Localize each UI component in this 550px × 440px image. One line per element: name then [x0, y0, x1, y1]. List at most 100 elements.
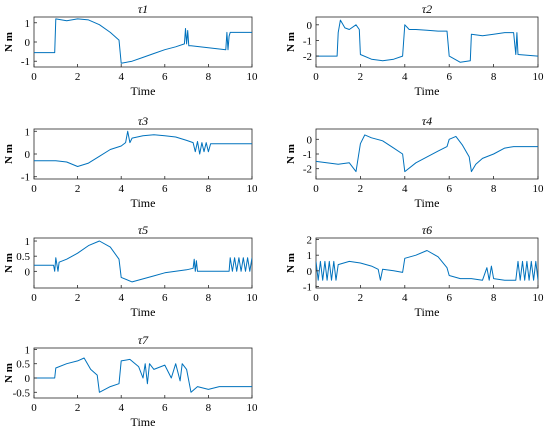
y-tick-label: -1 [21, 172, 30, 184]
axes-frame [33, 237, 253, 289]
y-axis-label: N m [285, 253, 297, 273]
x-tick-label: 6 [162, 183, 168, 195]
x-tick-label: 8 [206, 292, 212, 304]
y-tick-label: 0 [307, 20, 313, 32]
series-line-4 [316, 134, 538, 173]
x-tick-label: 6 [446, 292, 452, 304]
subplot-2: 0 2 4 6 8 10 -2 -1 0 τ2 Time N m [285, 2, 544, 98]
y-tick-label: -1 [21, 56, 30, 68]
x-tick-label: 8 [491, 292, 497, 304]
x-tick-label: 2 [358, 183, 364, 195]
y-tick-label: -1 [303, 35, 312, 47]
subplot-4: 0 2 4 6 8 10 -2 -1 0 τ4 Time N m [285, 114, 544, 210]
x-tick-label: 6 [162, 71, 168, 83]
x-tick-label: 0 [31, 292, 37, 304]
x-tick-label: 10 [247, 183, 259, 195]
x-tick-label: 4 [402, 292, 408, 304]
x-tick-label: 0 [31, 183, 37, 195]
x-tick-label: 10 [533, 71, 545, 83]
y-tick-label: 0.5 [16, 359, 30, 371]
y-axis-label: N m [3, 32, 15, 52]
y-tick-label: 0 [25, 149, 31, 161]
series-line-5 [34, 240, 252, 283]
y-axis-label: N m [285, 144, 297, 164]
x-tick-label: 10 [247, 292, 259, 304]
y-tick-label: 0 [25, 266, 31, 278]
x-tick-label: 8 [206, 71, 212, 83]
y-tick-label: 1 [307, 250, 313, 262]
x-tick-label: 10 [247, 402, 259, 414]
subplot-title: τ7 [138, 333, 149, 347]
x-tick-label: 2 [75, 183, 81, 195]
subplot-title: τ2 [422, 2, 432, 16]
series-line-1 [34, 18, 252, 64]
x-tick-label: 0 [313, 292, 319, 304]
x-axis-label: Time [131, 196, 156, 210]
subplot-title: τ4 [422, 114, 432, 128]
y-axis-label: N m [3, 253, 15, 273]
x-tick-label: 0 [31, 71, 37, 83]
x-axis-label: Time [131, 415, 156, 429]
x-tick-label: 4 [118, 292, 124, 304]
y-axis-label: N m [3, 363, 15, 383]
subplot-title: τ1 [138, 2, 148, 16]
subplot-title: τ3 [138, 114, 148, 128]
x-tick-label: 10 [247, 71, 259, 83]
x-tick-label: 4 [118, 183, 124, 195]
y-tick-label: 2 [307, 235, 313, 247]
subplot-title: τ6 [422, 223, 432, 237]
y-tick-label: -0.5 [13, 387, 31, 399]
y-tick-label: -1 [303, 149, 312, 161]
x-tick-label: 2 [358, 71, 364, 83]
y-axis-label: N m [3, 144, 15, 164]
y-tick-label: 1 [25, 236, 31, 248]
x-tick-label: 2 [358, 292, 364, 304]
axes-frame [33, 347, 253, 399]
y-axis-label: N m [285, 32, 297, 52]
x-tick-label: 6 [162, 402, 168, 414]
x-tick-label: 4 [402, 71, 408, 83]
x-tick-label: 8 [206, 183, 212, 195]
y-tick-label: 0.5 [16, 251, 30, 263]
subplot-5: 0 2 4 6 8 10 0 0.5 1 τ5 Time N m [3, 223, 258, 319]
x-tick-label: 2 [75, 292, 81, 304]
x-tick-label: 6 [446, 71, 452, 83]
x-tick-label: 0 [313, 183, 319, 195]
x-tick-label: 8 [491, 71, 497, 83]
x-tick-label: 4 [118, 71, 124, 83]
x-axis-label: Time [415, 196, 440, 210]
x-tick-label: 10 [533, 183, 545, 195]
y-tick-label: 0 [25, 37, 31, 49]
y-tick-label: -1 [303, 281, 312, 293]
y-tick-label: 1 [25, 126, 31, 138]
x-axis-label: Time [415, 84, 440, 98]
x-tick-label: 2 [75, 71, 81, 83]
axes-frame [315, 128, 539, 180]
x-axis-label: Time [131, 305, 156, 319]
x-tick-label: 4 [118, 402, 124, 414]
x-tick-label: 2 [75, 402, 81, 414]
y-tick-label: 0 [307, 134, 313, 146]
y-tick-label: 0 [307, 266, 313, 278]
axes-frame [315, 16, 539, 68]
x-tick-label: 4 [402, 183, 408, 195]
x-tick-label: 8 [491, 183, 497, 195]
y-tick-label: -2 [303, 164, 312, 176]
x-tick-label: 8 [206, 402, 212, 414]
series-line-6 [316, 250, 538, 281]
y-tick-label: -2 [303, 51, 312, 63]
x-tick-label: 10 [533, 292, 545, 304]
x-tick-label: 6 [446, 183, 452, 195]
series-line-2 [316, 19, 538, 63]
series-line-3 [34, 130, 252, 167]
y-tick-label: 0 [25, 373, 31, 385]
y-tick-label: 1 [25, 18, 31, 30]
subplot-title: τ5 [138, 223, 148, 237]
x-tick-label: 0 [31, 402, 37, 414]
x-axis-label: Time [131, 84, 156, 98]
